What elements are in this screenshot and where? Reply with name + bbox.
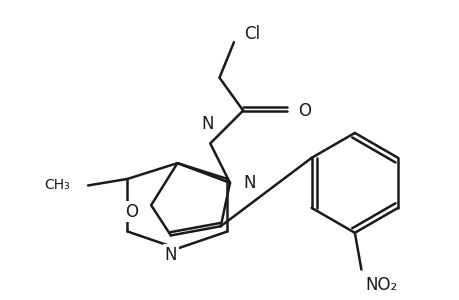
- Text: N: N: [243, 174, 255, 192]
- Text: O: O: [125, 203, 138, 221]
- Text: NO₂: NO₂: [364, 276, 397, 294]
- Text: N: N: [164, 246, 177, 264]
- Text: CH₃: CH₃: [44, 178, 69, 193]
- Text: O: O: [298, 102, 311, 120]
- Text: Cl: Cl: [244, 25, 260, 43]
- Text: N: N: [201, 115, 213, 133]
